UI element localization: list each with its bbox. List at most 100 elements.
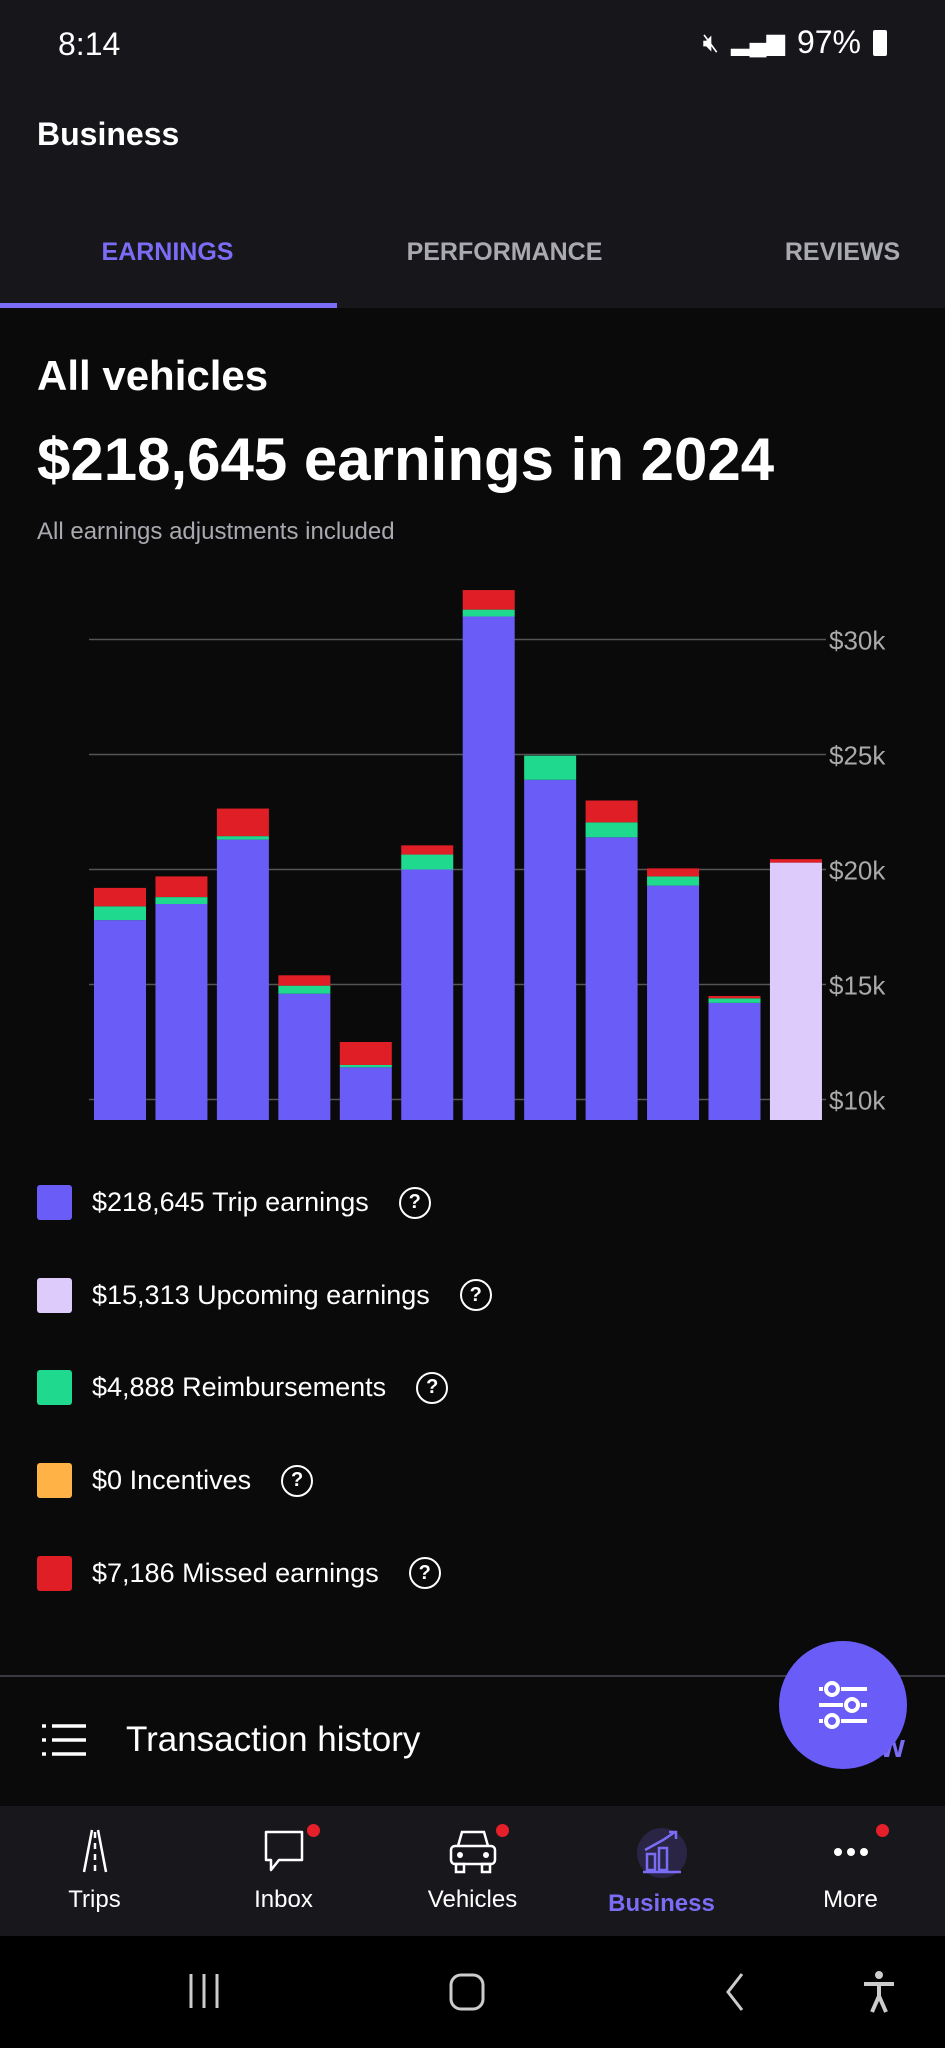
legend-label: Reimbursements [182, 1372, 387, 1403]
legend-swatch [37, 1463, 72, 1499]
app-header [0, 0, 945, 308]
bar-segment-trip-earnings [278, 993, 331, 1120]
list-icon [42, 1724, 86, 1756]
car-icon [449, 1830, 496, 1874]
bar-segment-reimbursements [462, 609, 515, 617]
transaction-history-label: Transaction history [126, 1720, 421, 1759]
transaction-history-row[interactable]: Transaction history [40, 1720, 420, 1760]
legend-swatch [37, 1185, 72, 1220]
nav-label: More [823, 1886, 878, 1913]
bar-segment-missed-earnings [216, 808, 269, 837]
filter-button[interactable] [779, 1641, 907, 1769]
bar-segment-reimbursements [216, 836, 269, 840]
tab-earnings[interactable]: EARNINGS [101, 238, 234, 266]
bar-segment-trip-earnings [708, 1002, 761, 1120]
bar-segment-missed-earnings [339, 1042, 392, 1065]
y-tick-label: $30k [829, 626, 886, 656]
bar-segment-reimbursements [278, 985, 331, 994]
legend-amount: $218,645 [92, 1187, 205, 1217]
legend-item: $4,888 Reimbursements ? [37, 1370, 449, 1406]
bar-segment-missed-earnings [155, 876, 208, 898]
bar-segment-missed-earnings [647, 868, 700, 877]
legend-label: Trip earnings [212, 1187, 369, 1217]
legend-label: Incentives [129, 1465, 252, 1496]
system-nav-bar [0, 1936, 945, 2048]
back-icon[interactable] [720, 1972, 750, 2012]
divider [0, 1675, 945, 1677]
notification-dot [496, 1824, 509, 1837]
legend-item: $15,313 Upcoming earnings ? [37, 1277, 492, 1313]
bar-segment-missed-earnings [94, 887, 146, 907]
legend-amount: $0 [92, 1465, 123, 1496]
bar-segment-trip-earnings [339, 1067, 392, 1120]
battery-percent: 97% [796, 24, 861, 60]
nav-label: Trips [68, 1886, 121, 1913]
legend-amount: $7,186 [92, 1557, 175, 1588]
nav-trips[interactable]: Trips [0, 1806, 189, 1936]
y-tick-label: $20k [829, 856, 886, 886]
battery-icon [873, 29, 887, 56]
road-icon [82, 1829, 107, 1873]
more-icon [833, 1848, 868, 1856]
bar-segment-trip-earnings [647, 885, 700, 1120]
bar-segment-trip-earnings [524, 779, 577, 1120]
bar-segment-reimbursements [647, 876, 700, 886]
bar-segment-missed-earnings [585, 800, 638, 823]
y-tick-label: $25k [829, 741, 886, 771]
bar-segment-missed-earnings [769, 859, 822, 863]
home-icon[interactable] [448, 1972, 488, 2012]
mute-icon: 🔇︎ [702, 26, 720, 57]
accessibility-icon[interactable] [862, 1970, 896, 2014]
y-tick-label: $10k [829, 1086, 886, 1116]
status-time: 8:14 [58, 26, 121, 62]
nav-inbox[interactable]: Inbox [189, 1806, 378, 1936]
legend-swatch [37, 1370, 72, 1406]
bar-segment-reimbursements [708, 998, 761, 1003]
earnings-headline: $218,645 earnings in 2024 [37, 426, 775, 493]
bar-segment-missed-earnings [462, 590, 515, 610]
help-icon[interactable]: ? [459, 1279, 492, 1312]
y-tick-label: $15k [829, 971, 886, 1001]
tab-performance[interactable]: PERFORMANCE [406, 238, 603, 266]
bar-segment-upcoming-earnings [769, 862, 822, 1120]
bar-segment-reimbursements [585, 822, 638, 838]
bar-segment-reimbursements [155, 897, 208, 904]
nav-more[interactable]: More [756, 1806, 945, 1936]
nav-label: Inbox [254, 1886, 313, 1913]
bar-segment-trip-earnings [155, 904, 208, 1120]
help-icon[interactable]: ? [408, 1557, 441, 1590]
legend-amount: $15,313 [92, 1279, 190, 1310]
nav-label: Business [608, 1890, 715, 1917]
legend-amount: $4,888 [92, 1372, 175, 1403]
recent-apps-icon[interactable] [185, 1972, 225, 2012]
help-icon[interactable]: ? [398, 1186, 431, 1219]
vehicle-scope: All vehicles [37, 352, 269, 399]
bar-segment-reimbursements [94, 906, 146, 921]
nav-business[interactable]: Business [567, 1806, 756, 1936]
nav-label: Vehicles [427, 1886, 518, 1913]
legend-item: $0 Incentives ? [37, 1463, 314, 1499]
legend-swatch [37, 1555, 72, 1591]
legend-label: Upcoming earnings [197, 1279, 430, 1310]
bar-segment-reimbursements [524, 755, 577, 780]
chat-icon [264, 1830, 303, 1872]
signal-icon: ▂▄▆ [731, 29, 785, 56]
nav-vehicles[interactable]: Vehicles [378, 1806, 567, 1936]
help-icon[interactable]: ? [281, 1464, 314, 1497]
notification-dot [876, 1824, 889, 1837]
bar-segment-trip-earnings [216, 839, 269, 1120]
help-icon[interactable]: ? [416, 1371, 449, 1404]
bar-segment-missed-earnings [401, 845, 454, 855]
notification-dot [307, 1824, 320, 1837]
bottom-nav: Trips Inbox Vehicles Business More [0, 1806, 945, 1936]
bar-segment-trip-earnings [401, 869, 454, 1120]
bar-segment-missed-earnings [278, 975, 331, 986]
sliders-icon [819, 1681, 867, 1729]
legend-item: $218,645 Trip earnings ? [37, 1185, 431, 1220]
legend-item: $7,186 Missed earnings ? [37, 1555, 441, 1591]
earnings-chart: $0$5k$10k$15k$20k$25k$30kJANJULDEC [89, 590, 886, 1120]
bar-segment-trip-earnings [94, 920, 146, 1120]
bar-segment-reimbursements [339, 1065, 392, 1068]
legend-swatch [37, 1277, 72, 1313]
tab-reviews[interactable]: REVIEWS [784, 238, 901, 266]
